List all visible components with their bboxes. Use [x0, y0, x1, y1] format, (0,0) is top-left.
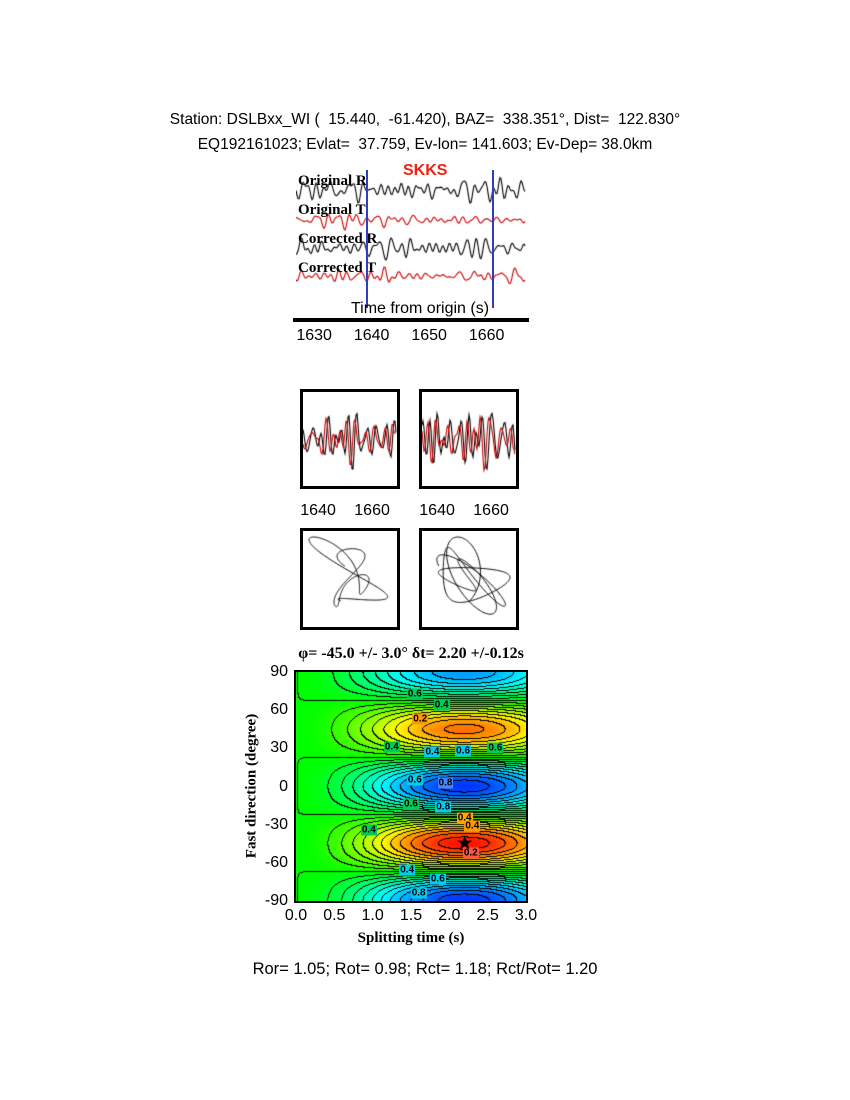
contour-level-label: 0.2 [462, 847, 479, 859]
particle-motion-box-corrected [419, 528, 519, 630]
time-tick-label: 1640 [353, 327, 390, 344]
contour-level-label: 0.8 [437, 777, 454, 789]
splitting-time-tick-label: 3.0 [514, 907, 538, 924]
contour-level-label: 0.6 [403, 798, 419, 810]
time-axis-line [293, 318, 529, 322]
splitting-time-tick-label: 2.5 [476, 907, 499, 924]
trace-label: Original T [298, 202, 366, 218]
particle-motion-box-original [300, 528, 400, 630]
contour-level-label: 0.6 [487, 742, 504, 754]
contour-level-label: 0.4 [399, 864, 416, 876]
fast-direction-tick-label: 30 [270, 739, 288, 757]
contour-level-label: 0.6 [406, 688, 423, 700]
windowed-tick-label: 1640 [300, 502, 336, 519]
contour-level-label: 0.4 [360, 824, 377, 836]
station-header: Station: DSLBxx_WI ( 15.440, -61.420), B… [169, 111, 681, 128]
best-solution-star-icon: ★ [455, 832, 474, 854]
splitting-time-tick-label: 1.5 [399, 907, 423, 924]
contour-level-label: 0.4 [456, 812, 473, 824]
fast-direction-tick-label: 90 [270, 663, 288, 680]
misfit-contour-canvas [294, 670, 528, 903]
window-start-line [365, 170, 368, 308]
contour-level-label: 0.8 [435, 801, 452, 813]
splitting-time-tick-label: 0.0 [284, 907, 308, 924]
windowed-tick-label: 1660 [354, 502, 390, 519]
splitting-time-tick-label: 2.0 [438, 907, 461, 924]
splitting-result-title: φ= -45.0 +/- 3.0° δt= 2.20 +/-0.12s [298, 645, 524, 662]
splitting-time-axis-label: Splitting time (s) [357, 930, 465, 946]
quality-ratios-text: Ror= 1.05; Rot= 0.98; Rct= 1.18; Rct/Rot… [252, 960, 598, 978]
contour-level-label: 0.4 [464, 820, 481, 832]
contour-level-label: 0.2 [412, 713, 429, 725]
windowed-tick-label: 1660 [473, 502, 509, 519]
windowed-waveform-canvas-original [303, 392, 397, 486]
contour-level-label: 0.4 [383, 741, 400, 753]
event-header: EQ192161023; Evlat= 37.759, Ev-lon= 141.… [197, 136, 653, 153]
fast-direction-axis-label: Fast direction (degree) [243, 713, 260, 859]
fast-direction-tick-label: 60 [270, 701, 288, 719]
trace-label: Corrected R [298, 231, 378, 247]
waveform-canvas [296, 168, 526, 308]
windowed-waveform-box-original [300, 389, 400, 489]
particle-motion-canvas-original [303, 531, 397, 627]
windowed-waveform-box-corrected [419, 389, 519, 489]
contour-level-label: 0.6 [406, 774, 423, 786]
particle-motion-canvas-corrected [422, 531, 516, 627]
windowed-tick-label: 1640 [419, 502, 455, 519]
time-axis-label: Time from origin (s) [350, 300, 490, 317]
splitting-time-tick-label: 0.5 [323, 907, 346, 924]
time-tick-label: 1650 [411, 327, 447, 344]
contour-level-label: 0.4 [433, 699, 450, 711]
fast-direction-tick-label: -30 [264, 815, 288, 833]
fast-direction-tick-label: 0 [279, 777, 288, 795]
trace-label: Original R [298, 173, 367, 189]
fast-direction-tick-label: -60 [264, 853, 288, 871]
contour-level-label: 0.8 [410, 887, 427, 899]
fast-direction-tick-label: -90 [264, 892, 288, 909]
contour-level-label: 0.6 [429, 873, 446, 885]
contour-level-label: 0.4 [424, 746, 441, 758]
trace-label: Corrected T [298, 260, 377, 276]
time-tick-label: 1630 [296, 327, 332, 344]
window-end-line [492, 170, 495, 308]
contour-level-label: 0.6 [455, 745, 472, 757]
windowed-waveform-canvas-corrected [422, 392, 516, 486]
splitting-time-tick-label: 1.0 [361, 907, 384, 924]
time-tick-label: 1660 [468, 327, 505, 344]
